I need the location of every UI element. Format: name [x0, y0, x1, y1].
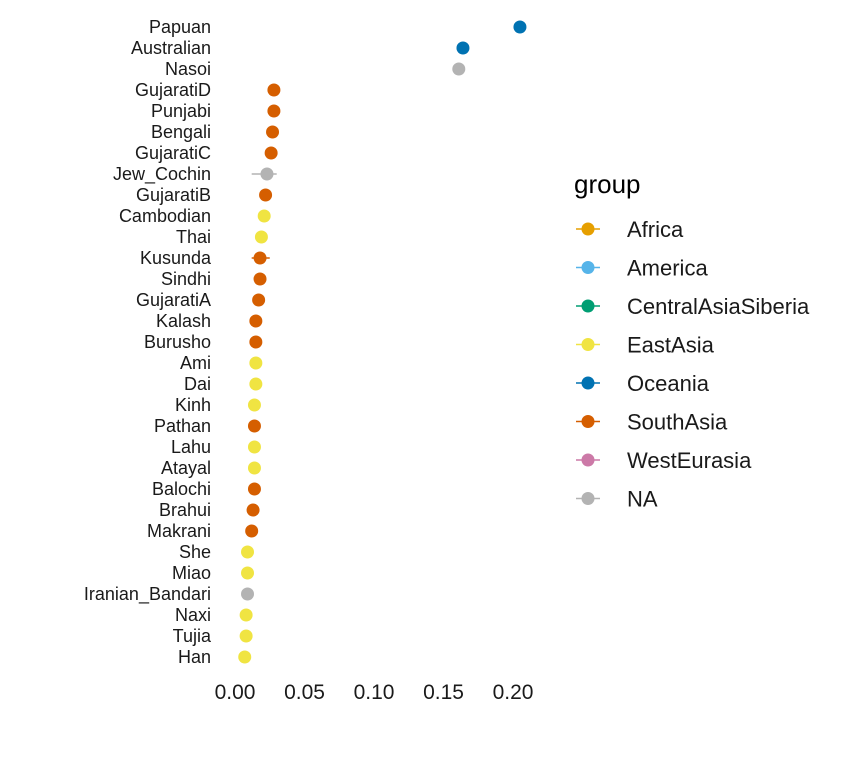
y-tick-label-bengali: Bengali [151, 122, 211, 142]
point-iranian-bandari [241, 587, 255, 601]
y-tick-label-lahu: Lahu [171, 437, 211, 457]
legend-item-eastasia: EastAsia [576, 333, 715, 358]
legend-label-southasia: SouthAsia [627, 410, 728, 435]
x-tick-label-1: 0.05 [284, 681, 325, 704]
point-jew-cochin [260, 167, 274, 181]
legend: group Africa America CentralAsiaSiberia Eas… [574, 169, 810, 512]
y-tick-label-punjabi: Punjabi [151, 101, 211, 121]
point-gujaratia [252, 293, 266, 307]
y-tick-label-papuan: Papuan [149, 17, 211, 37]
legend-entries: Africa America CentralAsiaSiberia EastAsia O… [576, 217, 810, 512]
y-tick-label-kalash: Kalash [156, 311, 211, 331]
point-sindhi [253, 272, 267, 286]
point-brahui [246, 503, 260, 517]
y-tick-label-ami: Ami [180, 353, 211, 373]
legend-label-eastasia: EastAsia [627, 333, 715, 358]
point-she [241, 545, 255, 559]
point-atayal [247, 461, 261, 475]
legend-label-westeurasia: WestEurasia [627, 448, 752, 473]
point-australian [456, 41, 470, 55]
y-tick-label-thai: Thai [176, 227, 211, 247]
legend-item-centralasiasiberia: CentralAsiaSiberia [576, 294, 810, 319]
legend-label-centralasiasiberia: CentralAsiaSiberia [627, 294, 810, 319]
y-tick-label-balochi: Balochi [152, 479, 211, 499]
point-bengali [266, 125, 280, 139]
y-tick-label-dai: Dai [184, 374, 211, 394]
y-tick-label-iranian-bandari: Iranian_Bandari [84, 584, 211, 605]
legend-item-oceania: Oceania [576, 371, 710, 396]
y-tick-label-gujaratic: GujaratiC [135, 143, 211, 163]
y-tick-label-gujaratid: GujaratiD [135, 80, 211, 100]
x-tick-label-4: 0.20 [493, 681, 534, 704]
x-tick-label-2: 0.10 [354, 681, 395, 704]
point-tujia [239, 629, 253, 643]
legend-key-point-africa [581, 222, 595, 236]
y-tick-label-nasoi: Nasoi [165, 59, 211, 79]
y-tick-label-burusho: Burusho [144, 332, 211, 352]
point-makrani [245, 524, 259, 538]
y-tick-label-makrani: Makrani [147, 521, 211, 541]
y-tick-label-tujia: Tujia [173, 626, 212, 646]
x-axis-labels: 0.00 0.05 0.10 0.15 0.20 [215, 681, 534, 704]
legend-key-point-eastasia [581, 338, 595, 351]
point-han [238, 650, 252, 664]
point-kinh [247, 398, 261, 412]
x-tick-label-0: 0.00 [215, 681, 256, 704]
legend-key-point-oceania [581, 376, 595, 390]
y-tick-label-miao: Miao [172, 563, 211, 583]
legend-key-point-na [581, 492, 595, 505]
point-punjabi [267, 104, 281, 118]
point-thai [254, 230, 268, 244]
x-tick-label-3: 0.15 [423, 681, 464, 704]
legend-title: group [574, 169, 641, 199]
y-tick-label-kusunda: Kusunda [140, 248, 212, 268]
y-tick-label-sindhi: Sindhi [161, 269, 211, 289]
legend-label-na: NA [627, 487, 658, 512]
point-nasoi [452, 62, 466, 76]
point-papuan [513, 20, 527, 34]
point-cambodian [257, 209, 271, 223]
plot-area [238, 20, 527, 664]
legend-label-america: America [627, 256, 708, 281]
y-axis-labels: PapuanAustralianNasoiGujaratiDPunjabiBen… [84, 17, 212, 667]
legend-item-africa: Africa [576, 217, 684, 242]
legend-item-southasia: SouthAsia [576, 410, 728, 435]
legend-item-westeurasia: WestEurasia [576, 448, 752, 473]
point-pathan [247, 419, 261, 433]
y-tick-label-naxi: Naxi [175, 605, 211, 625]
legend-key-point-centralasiasiberia [581, 299, 595, 313]
legend-label-africa: Africa [627, 217, 684, 242]
legend-key-point-america [581, 261, 595, 274]
point-lahu [247, 440, 261, 454]
point-burusho [249, 335, 263, 349]
y-tick-label-atayal: Atayal [161, 458, 211, 478]
y-tick-label-brahui: Brahui [159, 500, 211, 520]
point-gujaratib [259, 188, 273, 202]
point-dai [249, 377, 263, 391]
legend-key-point-southasia [581, 415, 595, 428]
y-tick-label-han: Han [178, 647, 211, 667]
point-balochi [247, 482, 261, 496]
legend-label-oceania: Oceania [627, 371, 710, 396]
y-tick-label-pathan: Pathan [154, 416, 211, 436]
point-kusunda [253, 251, 267, 265]
y-tick-label-kinh: Kinh [175, 395, 211, 415]
y-tick-label-cambodian: Cambodian [119, 206, 211, 226]
y-tick-label-jew-cochin: Jew_Cochin [113, 164, 211, 185]
point-naxi [239, 608, 253, 622]
legend-item-na: NA [576, 487, 658, 512]
point-miao [241, 566, 255, 580]
legend-item-america: America [576, 256, 708, 281]
y-tick-label-gujaratia: GujaratiA [136, 290, 211, 310]
point-gujaratic [264, 146, 278, 160]
y-tick-label-she: She [179, 542, 211, 562]
legend-key-point-westeurasia [581, 453, 595, 467]
point-gujaratid [267, 83, 281, 97]
point-kalash [249, 314, 263, 328]
y-tick-label-gujaratib: GujaratiB [136, 185, 211, 205]
point-ami [249, 356, 263, 370]
y-tick-label-australian: Australian [131, 38, 211, 58]
